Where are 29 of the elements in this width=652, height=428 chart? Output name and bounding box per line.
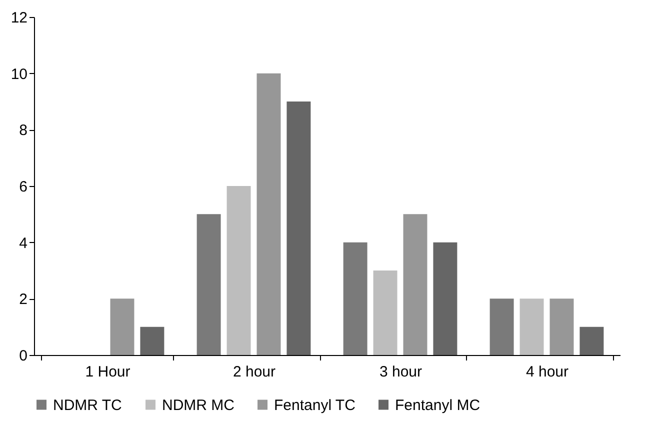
y-tick-label: 10 <box>10 66 28 83</box>
bar <box>550 298 574 355</box>
bar <box>373 270 398 355</box>
bar <box>490 298 514 355</box>
x-tick-label: 1 Hour <box>85 364 130 380</box>
x-tick-label: 3 hour <box>379 364 422 380</box>
bar <box>580 326 604 355</box>
x-tick-label: 2 hour <box>232 364 276 380</box>
bar <box>343 242 368 355</box>
x-tick-label: 4 hour <box>526 364 569 380</box>
bar <box>226 186 251 355</box>
legend-label: Fentanyl MC <box>395 396 480 414</box>
y-tick-label: 8 <box>19 122 28 140</box>
y-tick-label: 2 <box>19 291 28 308</box>
y-tick-label: 6 <box>19 178 28 196</box>
bar <box>403 214 428 355</box>
legend-label: Fentanyl TC <box>274 396 356 414</box>
bar <box>256 73 281 355</box>
legend-label: NDMR MC <box>162 396 235 414</box>
bar <box>110 298 134 355</box>
bar <box>196 214 221 355</box>
y-tick-label: 4 <box>19 234 28 252</box>
bar <box>520 298 544 355</box>
y-tick-label: 0 <box>19 348 28 364</box>
bar <box>286 102 311 355</box>
bar <box>433 242 458 355</box>
bar <box>140 326 164 355</box>
legend-label: NDMR TC <box>53 396 122 414</box>
y-tick-label: 12 <box>10 10 28 26</box>
